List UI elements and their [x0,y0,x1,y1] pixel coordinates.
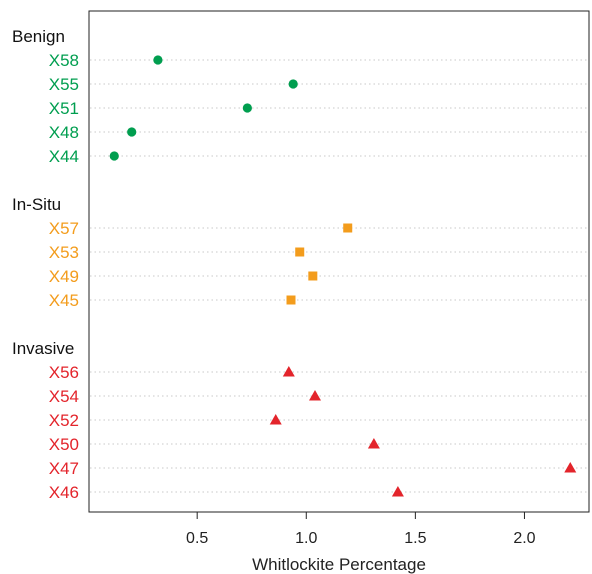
data-point-triangle [367,438,380,449]
row-label: X46 [49,483,79,502]
row-label: X49 [49,267,79,286]
row-label: X53 [49,243,79,262]
data-point-triangle [564,462,577,473]
data-point-triangle [391,486,404,497]
x-tick-label: 1.0 [295,530,317,547]
data-point-circle [109,151,119,161]
row-label: X52 [49,411,79,430]
row-label: X51 [49,99,79,118]
row-label: X50 [49,435,79,454]
data-point-square [286,295,296,305]
row-label: X48 [49,123,79,142]
x-axis: 0.5 1.0 1.5 2.0 [89,511,589,547]
x-tick-label: 0.5 [186,530,208,547]
row-label: X57 [49,219,79,238]
data-points [109,55,577,497]
data-point-triangle [309,390,321,401]
group-label: Benign [12,27,65,46]
row-label: X58 [49,51,79,70]
data-point-circle [153,55,163,65]
x-axis-title: Whitlockite Percentage [252,555,426,574]
row-guides [90,59,588,493]
data-point-circle [127,127,137,137]
data-point-circle [242,103,252,113]
row-label: X45 [49,291,79,310]
data-point-circle [288,79,298,89]
group-label: Invasive [12,339,74,358]
data-point-triangle [269,414,282,425]
row-label: X44 [49,147,79,166]
group-label: In-Situ [12,195,61,214]
row-label: X47 [49,459,79,478]
x-tick-label: 2.0 [513,530,535,547]
plot-frame [88,10,590,513]
x-tick-label: 1.5 [404,530,426,547]
data-point-square [308,271,318,281]
row-labels: Benign X58 X55 X51 X48 X44 In-Situ X57 X53 X49 X45… [12,27,79,502]
row-label: X54 [49,387,79,406]
data-point-triangle [282,366,295,377]
data-point-square [343,223,353,233]
data-point-square [295,247,305,257]
row-label: X55 [49,75,79,94]
row-label: X56 [49,363,79,382]
